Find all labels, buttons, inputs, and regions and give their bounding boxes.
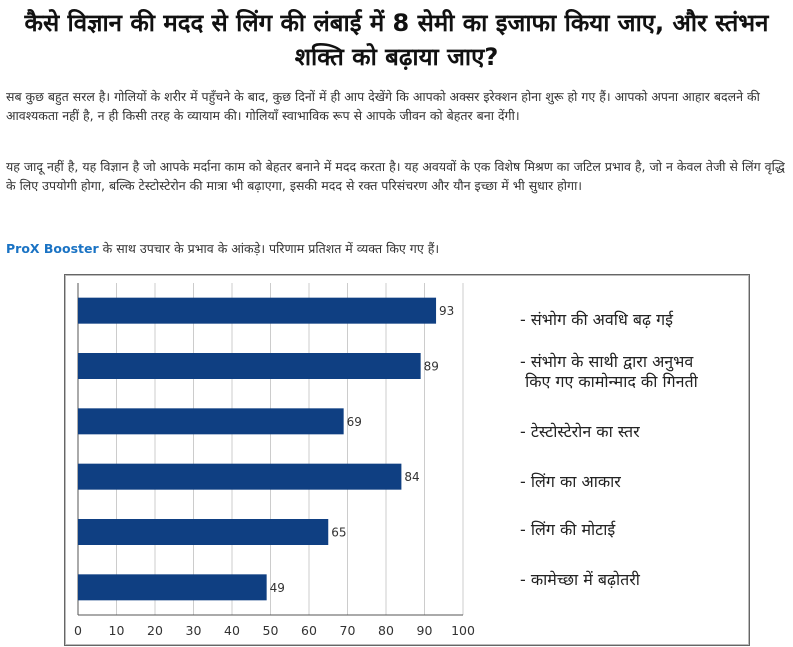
x-tick-label: 50: [263, 623, 279, 638]
intro-paragraph: सब कुछ बहुत सरल है। गोलियों के शरीर में …: [6, 89, 760, 123]
results-chart: 0 10 20 30 40 50 60 70 80 90 100 93 89 69 84 65 49 - संभो…: [64, 274, 750, 646]
bar: [78, 519, 329, 545]
x-tick-label: 10: [109, 623, 125, 638]
brand-link[interactable]: ProX Booster: [6, 241, 99, 256]
x-tick-label: 60: [301, 623, 317, 638]
science-paragraph: यह जादू नहीं है, यह विज्ञान है जो आपके म…: [6, 159, 785, 193]
category-label-line: - संभोग की अवधि बढ़ गई: [520, 310, 674, 329]
bar: [78, 574, 267, 601]
stats-intro: ProX Booster के साथ उपचार के प्रभाव के आ…: [6, 240, 786, 259]
x-tick-label: 90: [417, 623, 433, 638]
bar-value-label: 69: [347, 415, 362, 429]
bar: [78, 463, 402, 490]
bar: [78, 297, 437, 324]
category-label: - कामेच्छा में बढ़ोतरी: [520, 570, 641, 589]
bar-chart-svg: 0 10 20 30 40 50 60 70 80 90 100 93 89 69 84 65 49 - संभो…: [74, 283, 699, 638]
bar-value-label: 89: [424, 360, 439, 374]
category-label: - संभोग के साथी द्वारा अनुभव किए गए कामो…: [520, 352, 699, 391]
x-tick-label: 20: [147, 623, 163, 638]
bar: [78, 353, 421, 379]
category-label: - लिंग की मोटाई: [520, 520, 616, 539]
category-label-line: - कामेच्छा में बढ़ोतरी: [520, 570, 641, 589]
category-label-line: - संभोग के साथी द्वारा अनुभव: [520, 352, 694, 372]
bar-value-label: 49: [270, 581, 285, 595]
category-label-line: - टेस्टोस्टेरोन का स्तर: [520, 422, 640, 441]
bar: [78, 408, 344, 435]
category-label-line: किए गए कामोन्माद की गिनती: [520, 372, 699, 391]
x-tick-label: 40: [224, 623, 240, 638]
x-tick-label: 0: [74, 623, 82, 638]
stats-intro-text: के साथ उपचार के प्रभाव के आंकड़े। परिणाम…: [98, 241, 440, 256]
category-label: - टेस्टोस्टेरोन का स्तर: [520, 422, 640, 441]
category-label: - संभोग की अवधि बढ़ गई: [520, 310, 674, 329]
bar-value-label: 93: [439, 304, 454, 318]
x-tick-label: 100: [451, 623, 475, 638]
category-label: - लिंग का आकार: [520, 472, 621, 491]
x-tick-label: 80: [378, 623, 394, 638]
bar-value-label: 84: [404, 470, 419, 484]
category-label-line: - लिंग की मोटाई: [520, 520, 616, 539]
bar-value-label: 65: [331, 526, 346, 540]
page-title: कैसे विज्ञान की मदद से लिंग की लंबाई में…: [24, 9, 769, 71]
x-tick-label: 30: [186, 623, 202, 638]
category-label-line: - लिंग का आकार: [520, 472, 621, 491]
x-tick-label: 70: [340, 623, 356, 638]
